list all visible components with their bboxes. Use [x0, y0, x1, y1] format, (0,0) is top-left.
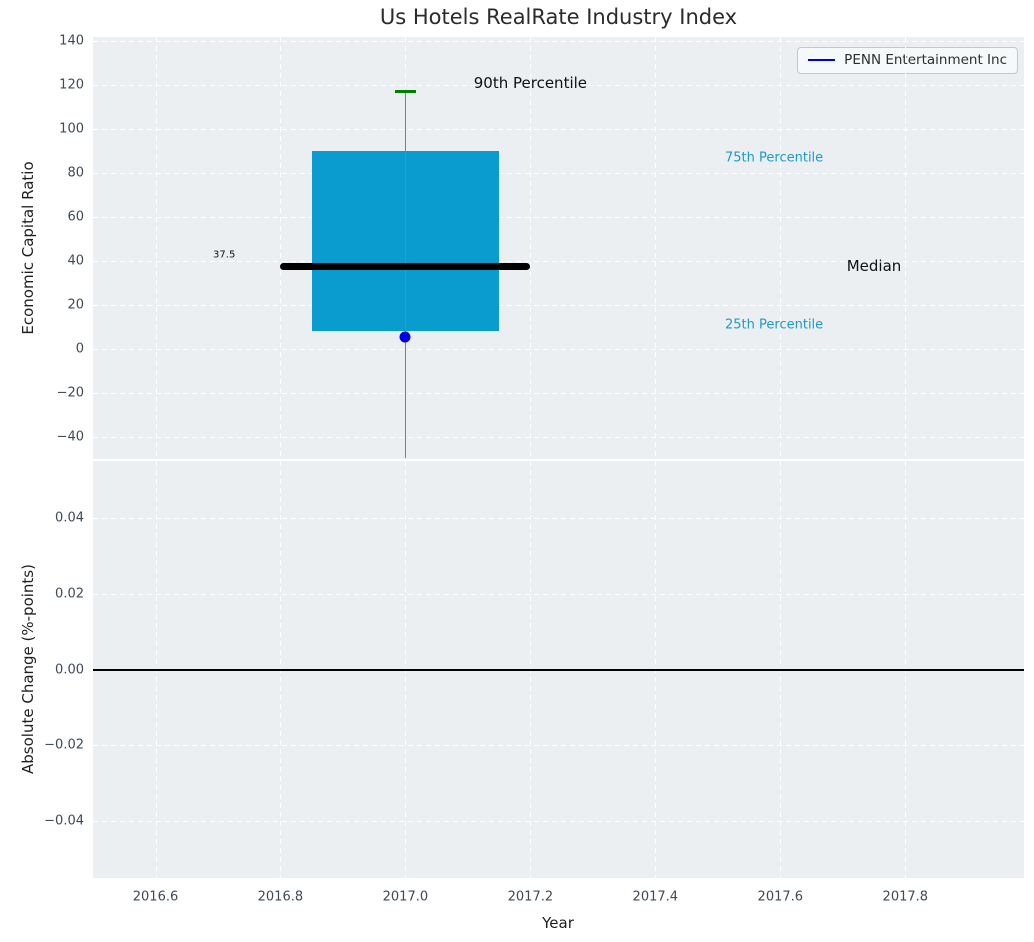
- x-tick-label: 2017.6: [757, 889, 804, 905]
- y-gridline: [93, 261, 1024, 263]
- x-gridline: [780, 37, 782, 459]
- y-tick-label: 80: [67, 165, 84, 181]
- legend: PENN Entertainment Inc: [797, 47, 1018, 74]
- y-gridline: [93, 173, 1024, 175]
- x-gridline: [530, 37, 532, 459]
- y-tick-label: −40: [56, 429, 84, 445]
- y-gridline: [93, 821, 1024, 823]
- y-tick-label: −0.04: [44, 813, 84, 829]
- y-gridline: [93, 349, 1024, 351]
- annotation: 75th Percentile: [725, 150, 824, 166]
- x-gridline: [155, 37, 157, 459]
- x-tick-label: 2017.0: [382, 889, 429, 905]
- x-tick-label: 2017.4: [632, 889, 679, 905]
- y-axis-label-bottom: Absolute Change (%-points): [19, 564, 37, 774]
- x-gridline: [905, 37, 907, 459]
- company-marker: [399, 331, 411, 343]
- y-tick-label: 60: [67, 209, 84, 225]
- annotation: Median: [846, 257, 902, 276]
- y-gridline: [93, 745, 1024, 747]
- top-axes: PENN Entertainment Inc 90th Percentile 75…: [93, 37, 1024, 459]
- x-tick-label: 2016.8: [257, 889, 304, 905]
- y-gridline: [93, 437, 1024, 438]
- legend-line-icon: [808, 59, 836, 61]
- x-tick-label: 2016.6: [132, 889, 179, 905]
- p90-cap: [394, 90, 417, 94]
- y-gridline: [93, 593, 1024, 595]
- y-tick-label: −20: [56, 385, 84, 401]
- x-gridline: [655, 37, 657, 459]
- y-gridline: [93, 41, 1024, 43]
- y-gridline: [93, 305, 1024, 307]
- annotation: 25th Percentile: [725, 317, 824, 333]
- y-tick-label: 0.02: [55, 586, 84, 602]
- y-tick-label: 120: [59, 77, 84, 93]
- bottom-axes: [93, 461, 1024, 878]
- chart-title: Us Hotels RealRate Industry Index: [379, 5, 738, 29]
- annotation: 90th Percentile: [473, 74, 588, 93]
- x-axis-label: Year: [542, 914, 574, 932]
- y-gridline: [93, 393, 1024, 395]
- y-tick-label: 140: [59, 33, 84, 49]
- y-gridline: [93, 217, 1024, 219]
- y-tick-label: 20: [67, 297, 84, 313]
- y-tick-label: 0: [75, 341, 84, 357]
- y-gridline: [93, 85, 1024, 87]
- y-tick-label: 100: [59, 121, 84, 137]
- whisker-line: [404, 91, 407, 458]
- zero-line: [93, 668, 1024, 671]
- y-tick-label: 40: [67, 253, 84, 269]
- y-tick-label: −0.02: [44, 737, 84, 753]
- median-line: [280, 263, 531, 271]
- y-tick-label: 0.04: [55, 510, 84, 526]
- y-tick-label: 0.00: [55, 662, 84, 677]
- legend-label: PENN Entertainment Inc: [844, 52, 1007, 68]
- x-tick-label: 2017.2: [507, 889, 554, 905]
- annotation: 37.5: [213, 249, 236, 261]
- y-gridline: [93, 129, 1024, 131]
- x-gridline: [280, 37, 282, 459]
- x-tick-label: 2017.8: [882, 889, 929, 905]
- y-gridline: [93, 517, 1024, 519]
- y-axis-label-top: Economic Capital Ratio: [19, 161, 37, 335]
